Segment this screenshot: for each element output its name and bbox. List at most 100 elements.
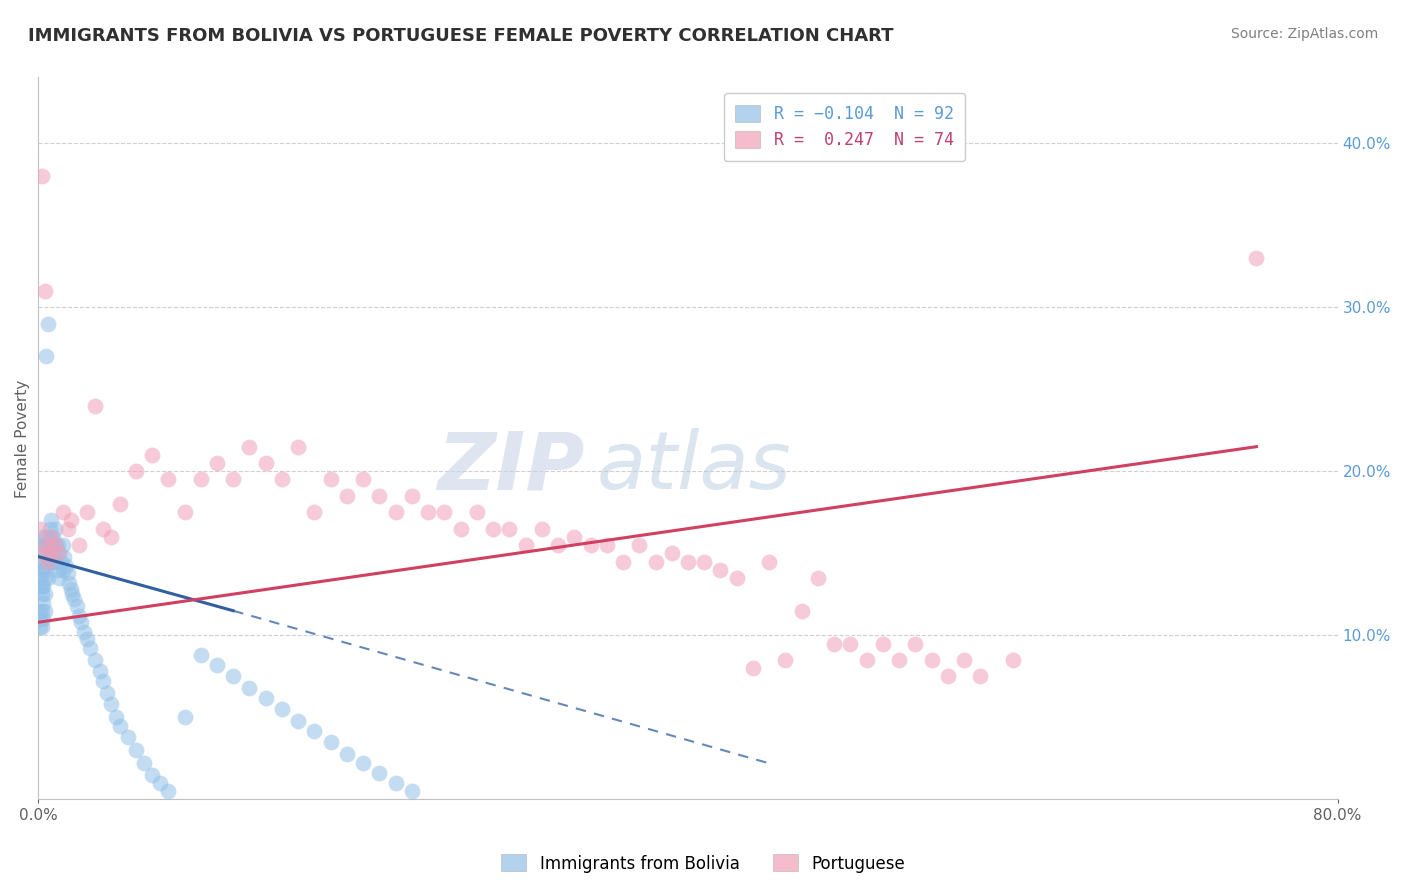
- Point: [872, 636, 894, 650]
- Point: [173, 505, 195, 519]
- Point: [254, 456, 277, 470]
- Point: [157, 473, 180, 487]
- Point: [758, 555, 780, 569]
- Point: [42, 530, 65, 544]
- Point: [775, 653, 797, 667]
- Point: [676, 555, 699, 569]
- Point: [953, 653, 976, 667]
- Point: [34, 604, 56, 618]
- Point: [32, 612, 55, 626]
- Point: [37, 317, 59, 331]
- Point: [100, 530, 122, 544]
- Point: [58, 575, 80, 590]
- Point: [34, 538, 56, 552]
- Point: [105, 710, 128, 724]
- Point: [482, 522, 505, 536]
- Point: [52, 538, 75, 552]
- Point: [807, 571, 830, 585]
- Point: [32, 546, 55, 560]
- Point: [38, 546, 60, 560]
- Legend: R = −0.104  N = 92, R =  0.247  N = 74: R = −0.104 N = 92, R = 0.247 N = 74: [724, 93, 966, 161]
- Point: [28, 571, 51, 585]
- Point: [28, 522, 51, 536]
- Point: [35, 546, 58, 560]
- Point: [742, 661, 765, 675]
- Point: [35, 350, 58, 364]
- Point: [319, 473, 342, 487]
- Point: [823, 636, 845, 650]
- Point: [661, 546, 683, 560]
- Point: [84, 653, 107, 667]
- Point: [28, 620, 51, 634]
- Point: [46, 538, 69, 552]
- Point: [839, 636, 862, 650]
- Point: [433, 505, 456, 519]
- Point: [384, 505, 406, 519]
- Point: [108, 718, 131, 732]
- Point: [173, 710, 195, 724]
- Point: [205, 657, 228, 672]
- Point: [254, 690, 277, 705]
- Legend: Immigrants from Bolivia, Portuguese: Immigrants from Bolivia, Portuguese: [495, 847, 911, 880]
- Point: [32, 595, 55, 609]
- Point: [384, 776, 406, 790]
- Point: [48, 571, 70, 585]
- Point: [37, 555, 59, 569]
- Point: [38, 522, 60, 536]
- Point: [132, 756, 155, 771]
- Point: [31, 538, 53, 552]
- Point: [693, 555, 716, 569]
- Point: [91, 522, 114, 536]
- Point: [336, 747, 359, 761]
- Point: [59, 514, 82, 528]
- Point: [63, 592, 86, 607]
- Point: [76, 632, 98, 646]
- Point: [76, 505, 98, 519]
- Point: [38, 538, 60, 552]
- Point: [108, 497, 131, 511]
- Point: [67, 538, 90, 552]
- Point: [141, 448, 163, 462]
- Point: [62, 587, 84, 601]
- Point: [336, 489, 359, 503]
- Text: IMMIGRANTS FROM BOLIVIA VS PORTUGUESE FEMALE POVERTY CORRELATION CHART: IMMIGRANTS FROM BOLIVIA VS PORTUGUESE FE…: [28, 27, 894, 45]
- Point: [222, 473, 245, 487]
- Point: [31, 169, 53, 183]
- Point: [125, 464, 148, 478]
- Point: [37, 555, 59, 569]
- Point: [52, 505, 75, 519]
- Point: [56, 522, 79, 536]
- Point: [52, 563, 75, 577]
- Point: [32, 546, 55, 560]
- Point: [46, 563, 69, 577]
- Point: [31, 587, 53, 601]
- Point: [921, 653, 943, 667]
- Point: [855, 653, 877, 667]
- Point: [44, 538, 66, 552]
- Point: [287, 440, 309, 454]
- Point: [66, 599, 89, 613]
- Point: [304, 723, 326, 738]
- Point: [271, 702, 294, 716]
- Point: [887, 653, 910, 667]
- Point: [904, 636, 927, 650]
- Point: [34, 587, 56, 601]
- Point: [55, 559, 77, 574]
- Y-axis label: Female Poverty: Female Poverty: [15, 379, 30, 498]
- Point: [141, 768, 163, 782]
- Point: [34, 555, 56, 569]
- Point: [89, 665, 111, 679]
- Point: [579, 538, 602, 552]
- Point: [368, 766, 391, 780]
- Point: [238, 440, 260, 454]
- Point: [117, 730, 139, 744]
- Point: [1246, 251, 1268, 265]
- Point: [190, 648, 212, 662]
- Point: [56, 566, 79, 580]
- Text: atlas: atlas: [598, 428, 792, 507]
- Point: [73, 625, 96, 640]
- Point: [91, 674, 114, 689]
- Point: [157, 784, 180, 798]
- Point: [32, 563, 55, 577]
- Point: [34, 571, 56, 585]
